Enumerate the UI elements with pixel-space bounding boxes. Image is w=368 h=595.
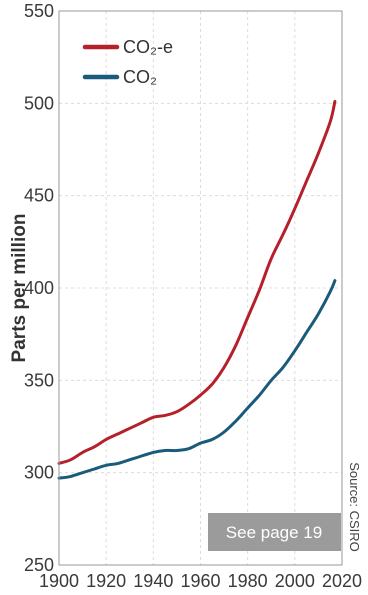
y-tick-label: 300 [24, 463, 54, 483]
series-line-co2 [57, 279, 337, 480]
gridlines [59, 11, 342, 565]
y-tick-label: 400 [24, 278, 54, 298]
x-tick-label: 1960 [180, 571, 220, 591]
legend-label-co2: CO₂ [123, 67, 157, 87]
see-page-button-label[interactable]: See page 19 [226, 523, 322, 542]
y-axis-title: Parts per million [9, 214, 30, 363]
x-tick-label: 1980 [228, 571, 268, 591]
source-note: Source: CSIRO [347, 462, 362, 552]
series-line-co2e [57, 100, 337, 465]
see-page-button-bg[interactable] [208, 513, 341, 551]
x-tick-label: 1920 [86, 571, 126, 591]
y-tick-label: 450 [24, 186, 54, 206]
plot-frame [58, 10, 343, 566]
x-tick-label: 2000 [275, 571, 315, 591]
x-tick-label: 1900 [39, 571, 79, 591]
y-tick-label: 250 [24, 555, 54, 575]
see-page-button[interactable]: See page 19 [208, 513, 341, 551]
y-tick-labels: 250 300 350 400 450 500 550 [24, 1, 54, 575]
x-tick-label: 2020 [322, 571, 362, 591]
legend-label-co2e: CO₂-e [123, 37, 173, 57]
series-lines [57, 100, 337, 480]
x-tick-labels: 1900 1920 1940 1960 1980 2000 2020 [39, 571, 362, 591]
y-tick-label: 350 [24, 370, 54, 390]
legend: CO₂-e CO₂ [82, 37, 173, 87]
y-tick-label: 500 [24, 93, 54, 113]
y-tick-label: 550 [24, 1, 54, 21]
x-tick-label: 1940 [133, 571, 173, 591]
